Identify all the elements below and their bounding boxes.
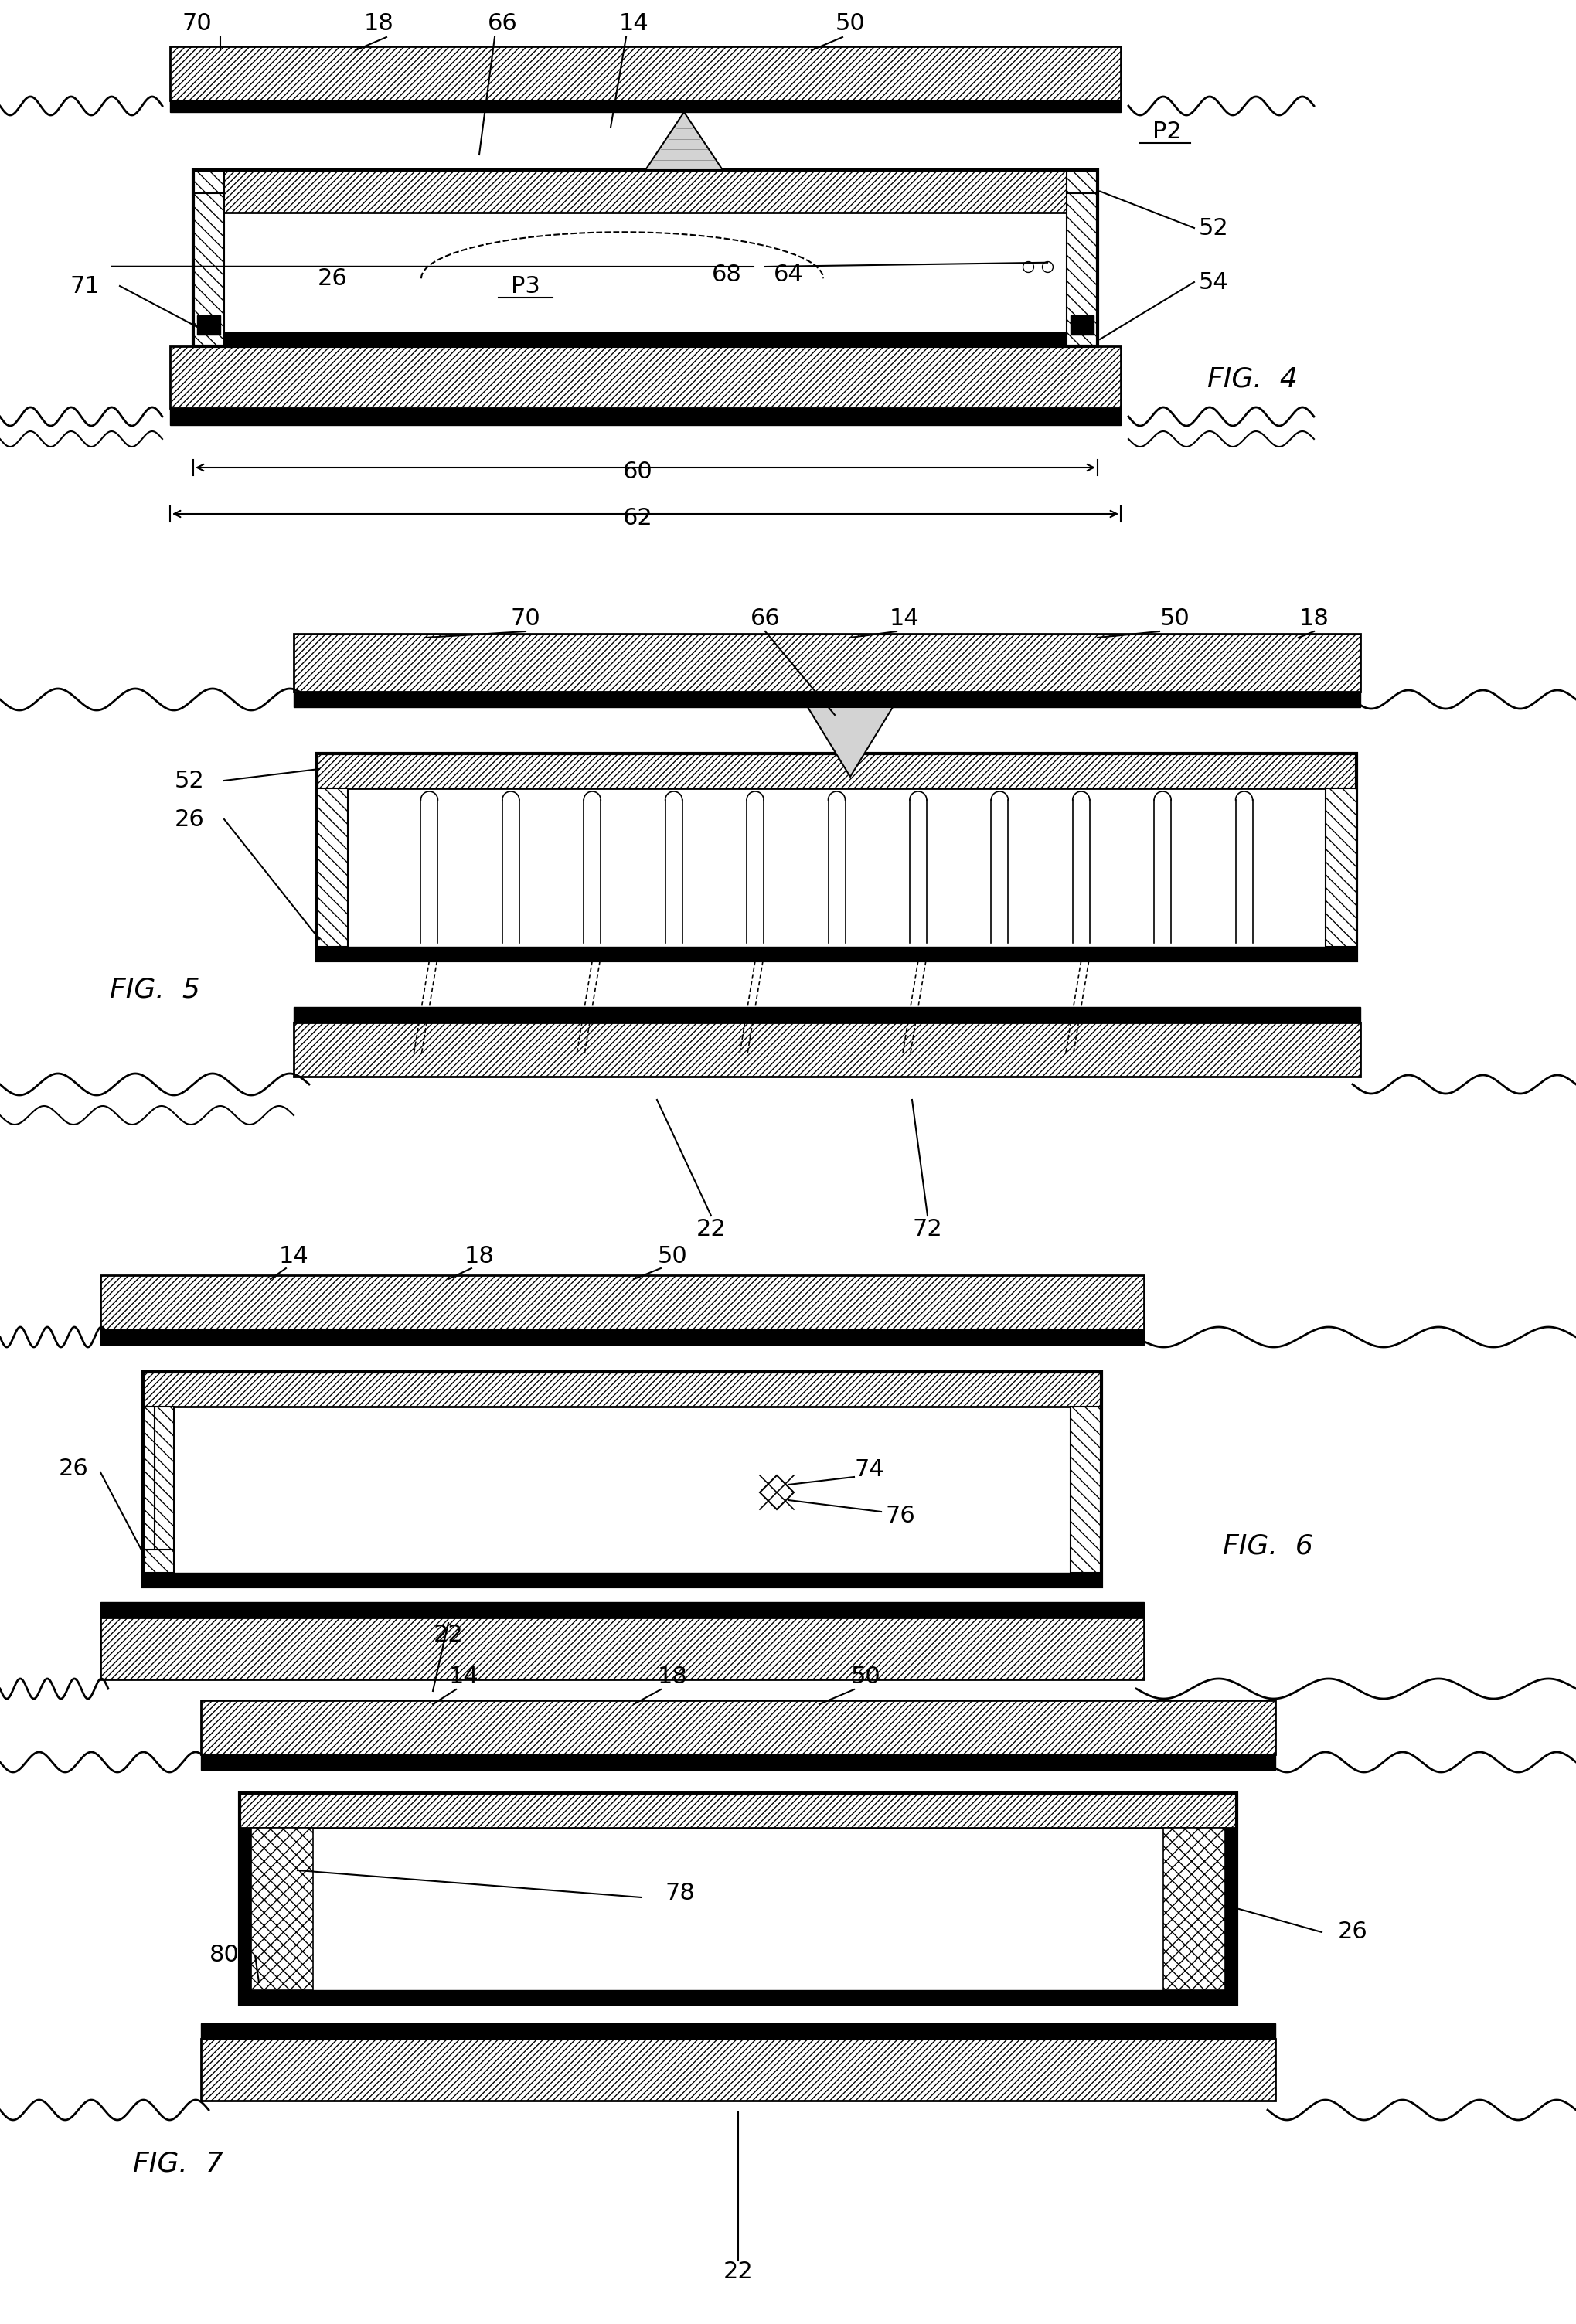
- Text: 78: 78: [665, 1882, 695, 1906]
- Text: 76: 76: [886, 1504, 916, 1527]
- Text: FIG.  5: FIG. 5: [109, 976, 200, 1002]
- Text: 62: 62: [623, 507, 652, 530]
- Text: 74: 74: [854, 1457, 884, 1480]
- Bar: [143, 1573, 1102, 1587]
- Text: P2: P2: [1152, 121, 1182, 142]
- Bar: [293, 634, 1360, 693]
- Text: 18: 18: [465, 1246, 495, 1267]
- Text: 52: 52: [175, 769, 205, 792]
- Bar: [1067, 170, 1097, 346]
- Text: 60: 60: [623, 460, 652, 483]
- Text: 14: 14: [619, 12, 649, 35]
- Bar: [293, 1006, 1360, 1023]
- Bar: [1070, 316, 1094, 335]
- Text: 50: 50: [835, 12, 865, 35]
- Text: 14: 14: [279, 1246, 309, 1267]
- Text: 26: 26: [58, 1457, 88, 1480]
- Bar: [143, 1371, 1102, 1587]
- Text: 72: 72: [913, 1218, 942, 1241]
- Polygon shape: [760, 1476, 794, 1508]
- Bar: [240, 1794, 1237, 2003]
- Text: 50: 50: [1160, 607, 1190, 630]
- Text: 18: 18: [1299, 607, 1329, 630]
- Text: 22: 22: [697, 1218, 727, 1241]
- Bar: [202, 1755, 1275, 1771]
- Text: 52: 52: [1198, 216, 1228, 239]
- Text: 14: 14: [889, 607, 919, 630]
- Text: 80: 80: [210, 1945, 240, 1966]
- Text: 14: 14: [449, 1666, 479, 1687]
- Bar: [293, 693, 1360, 706]
- Text: 54: 54: [1198, 272, 1228, 293]
- Bar: [1070, 1406, 1102, 1573]
- Bar: [101, 1329, 1144, 1346]
- Text: 50: 50: [851, 1666, 881, 1687]
- Text: 26: 26: [1338, 1922, 1368, 1943]
- Text: 70: 70: [511, 607, 541, 630]
- Bar: [101, 1276, 1144, 1329]
- Bar: [143, 1371, 1102, 1406]
- Bar: [202, 1701, 1275, 1755]
- Bar: [170, 100, 1121, 112]
- Bar: [202, 2024, 1275, 2038]
- Text: 22: 22: [723, 2261, 753, 2284]
- Bar: [251, 1827, 314, 1989]
- Text: 64: 64: [774, 263, 804, 286]
- Bar: [194, 170, 224, 346]
- Bar: [240, 1827, 251, 1989]
- Bar: [101, 1601, 1144, 1618]
- Text: 70: 70: [183, 12, 213, 35]
- Text: 66: 66: [750, 607, 780, 630]
- Polygon shape: [808, 706, 892, 776]
- Text: 68: 68: [711, 263, 742, 286]
- Text: FIG.  4: FIG. 4: [1207, 365, 1297, 393]
- Text: 18: 18: [657, 1666, 687, 1687]
- Bar: [170, 46, 1121, 100]
- Text: 22: 22: [433, 1624, 463, 1645]
- Bar: [170, 409, 1121, 425]
- Bar: [202, 2038, 1275, 2101]
- Polygon shape: [646, 112, 723, 170]
- Bar: [101, 1618, 1144, 1680]
- Text: FIG.  7: FIG. 7: [132, 2152, 222, 2178]
- Bar: [197, 316, 221, 335]
- Bar: [317, 753, 1357, 960]
- Bar: [1325, 788, 1357, 946]
- Text: 26: 26: [175, 809, 205, 830]
- Bar: [170, 346, 1121, 409]
- Bar: [240, 1794, 1237, 1827]
- Text: 26: 26: [317, 267, 347, 290]
- Bar: [240, 1989, 1237, 2003]
- Bar: [1225, 1827, 1237, 1989]
- Bar: [194, 170, 1097, 211]
- Text: 66: 66: [487, 12, 517, 35]
- Bar: [1163, 1827, 1225, 1989]
- Text: FIG.  6: FIG. 6: [1223, 1532, 1313, 1559]
- Text: 18: 18: [364, 12, 394, 35]
- Text: 71: 71: [69, 274, 99, 297]
- Bar: [293, 1023, 1360, 1076]
- Bar: [317, 788, 348, 946]
- Text: P3: P3: [511, 274, 541, 297]
- Bar: [317, 753, 1357, 788]
- Bar: [317, 946, 1357, 960]
- Bar: [194, 170, 1097, 346]
- Text: 50: 50: [657, 1246, 687, 1267]
- Bar: [143, 1406, 173, 1573]
- Bar: [194, 332, 1097, 346]
